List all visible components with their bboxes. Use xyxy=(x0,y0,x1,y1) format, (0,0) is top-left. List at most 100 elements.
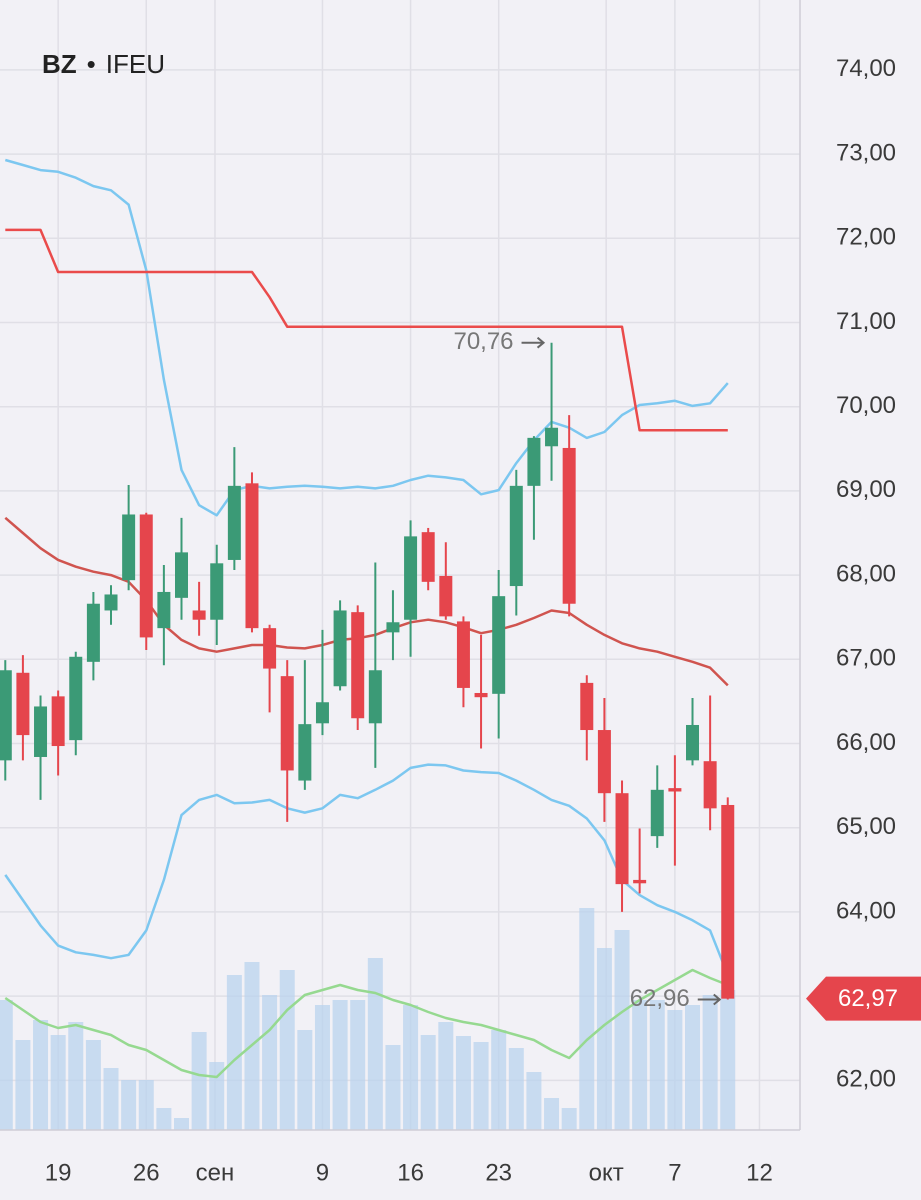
candle-body xyxy=(703,761,717,809)
candle-body xyxy=(210,563,224,620)
candle-body xyxy=(580,682,594,731)
volume-bar xyxy=(332,1000,348,1130)
candle-body xyxy=(386,622,400,633)
y-tick-label: 72,00 xyxy=(836,224,896,251)
candle-body xyxy=(69,656,83,741)
candle-body xyxy=(633,879,647,884)
volume-bar xyxy=(614,930,630,1130)
x-tick-label: 19 xyxy=(45,1159,72,1186)
candle-body xyxy=(686,724,700,761)
candle-body xyxy=(104,594,118,611)
indicator-line xyxy=(4,158,729,517)
x-tick-label: сен xyxy=(196,1159,235,1186)
volume-bar xyxy=(209,1062,225,1130)
volume-bar xyxy=(667,1010,683,1130)
candle-body xyxy=(650,789,664,837)
candle-body xyxy=(421,532,435,582)
candle-body xyxy=(192,610,206,620)
volume-bar xyxy=(473,1042,489,1130)
candle-body xyxy=(509,485,523,587)
x-tick-label: окт xyxy=(589,1159,624,1186)
volume-bar xyxy=(85,1040,101,1130)
candle-body xyxy=(474,692,488,698)
annotation-label: 70,76 xyxy=(453,328,513,355)
y-tick-label: 69,00 xyxy=(836,476,896,503)
candle-body xyxy=(527,437,541,486)
candle-body xyxy=(298,724,312,781)
candle-body xyxy=(34,706,48,757)
volume-bar xyxy=(508,1048,524,1130)
candle-body xyxy=(315,702,329,724)
volume-bar xyxy=(33,1020,49,1130)
candle-body xyxy=(562,447,576,604)
x-tick-label: 26 xyxy=(133,1159,160,1186)
candle-body xyxy=(139,514,153,638)
candle-body xyxy=(492,596,506,694)
candle-body xyxy=(86,603,100,662)
y-tick-label: 65,00 xyxy=(836,813,896,840)
y-tick-label: 67,00 xyxy=(836,645,896,672)
candle-body xyxy=(668,788,682,792)
y-tick-label: 71,00 xyxy=(836,308,896,335)
x-tick-label: 23 xyxy=(485,1159,512,1186)
volume-bar xyxy=(226,975,242,1130)
candle-body xyxy=(157,591,171,629)
indicator-layer xyxy=(4,158,729,976)
x-tick-label: 9 xyxy=(316,1159,329,1186)
volume-bar xyxy=(579,908,595,1130)
volume-bar xyxy=(632,1000,648,1130)
candle-body xyxy=(280,676,294,771)
volume-bar xyxy=(279,970,295,1130)
label-layer: 62,0063,0064,0065,0066,0067,0068,0069,00… xyxy=(45,55,921,1186)
y-tick-label: 66,00 xyxy=(836,729,896,756)
candle-layer xyxy=(0,342,735,1000)
candle-body xyxy=(16,672,30,736)
title-symbol: BZ xyxy=(42,49,77,79)
volume-bar xyxy=(350,1000,366,1130)
volume-bar xyxy=(491,1030,507,1130)
x-tick-label: 16 xyxy=(397,1159,424,1186)
candle-body xyxy=(263,628,277,669)
volume-bar xyxy=(68,1022,84,1130)
title-exchange: IFEU xyxy=(106,49,165,79)
volume-bar xyxy=(191,1032,207,1130)
candle-body xyxy=(404,536,418,620)
volume-bar xyxy=(438,1022,454,1130)
candle-body xyxy=(245,483,259,629)
candle-body xyxy=(227,485,241,560)
indicator-line xyxy=(4,516,729,687)
volume-bar xyxy=(103,1068,119,1130)
volume-bar xyxy=(297,1030,313,1130)
volume-average-line xyxy=(4,968,729,1079)
annotation-arrow-head xyxy=(713,993,722,1006)
volume-bar xyxy=(156,1108,172,1130)
candle-body xyxy=(615,793,629,885)
volume-bar xyxy=(403,1005,419,1130)
volume-bar xyxy=(685,1005,701,1130)
candle-body xyxy=(597,730,611,794)
candle-body xyxy=(368,670,382,724)
candle-body xyxy=(122,514,136,581)
volume-bar xyxy=(596,948,612,1130)
volume-layer xyxy=(0,908,736,1130)
y-tick-label: 62,00 xyxy=(836,1066,896,1093)
y-tick-label: 64,00 xyxy=(836,897,896,924)
indicator-line xyxy=(5,228,728,432)
annotation-arrow-head xyxy=(536,336,546,349)
x-tick-label: 12 xyxy=(746,1159,773,1186)
indicator-line xyxy=(4,763,729,976)
candle-body xyxy=(456,621,470,688)
volume-bar xyxy=(544,1098,560,1130)
candle-body xyxy=(51,696,65,747)
y-tick-label: 73,00 xyxy=(836,139,896,166)
volume-bar xyxy=(385,1045,401,1130)
y-tick-label: 74,00 xyxy=(836,55,896,82)
volume-bar xyxy=(15,1040,31,1130)
volume-bar xyxy=(561,1108,577,1130)
annotation-label: 62,96 xyxy=(630,985,690,1012)
volume-bar xyxy=(702,995,718,1130)
volume-bar xyxy=(0,1000,13,1130)
candle-body xyxy=(0,670,12,761)
volume-bar xyxy=(50,1035,66,1130)
